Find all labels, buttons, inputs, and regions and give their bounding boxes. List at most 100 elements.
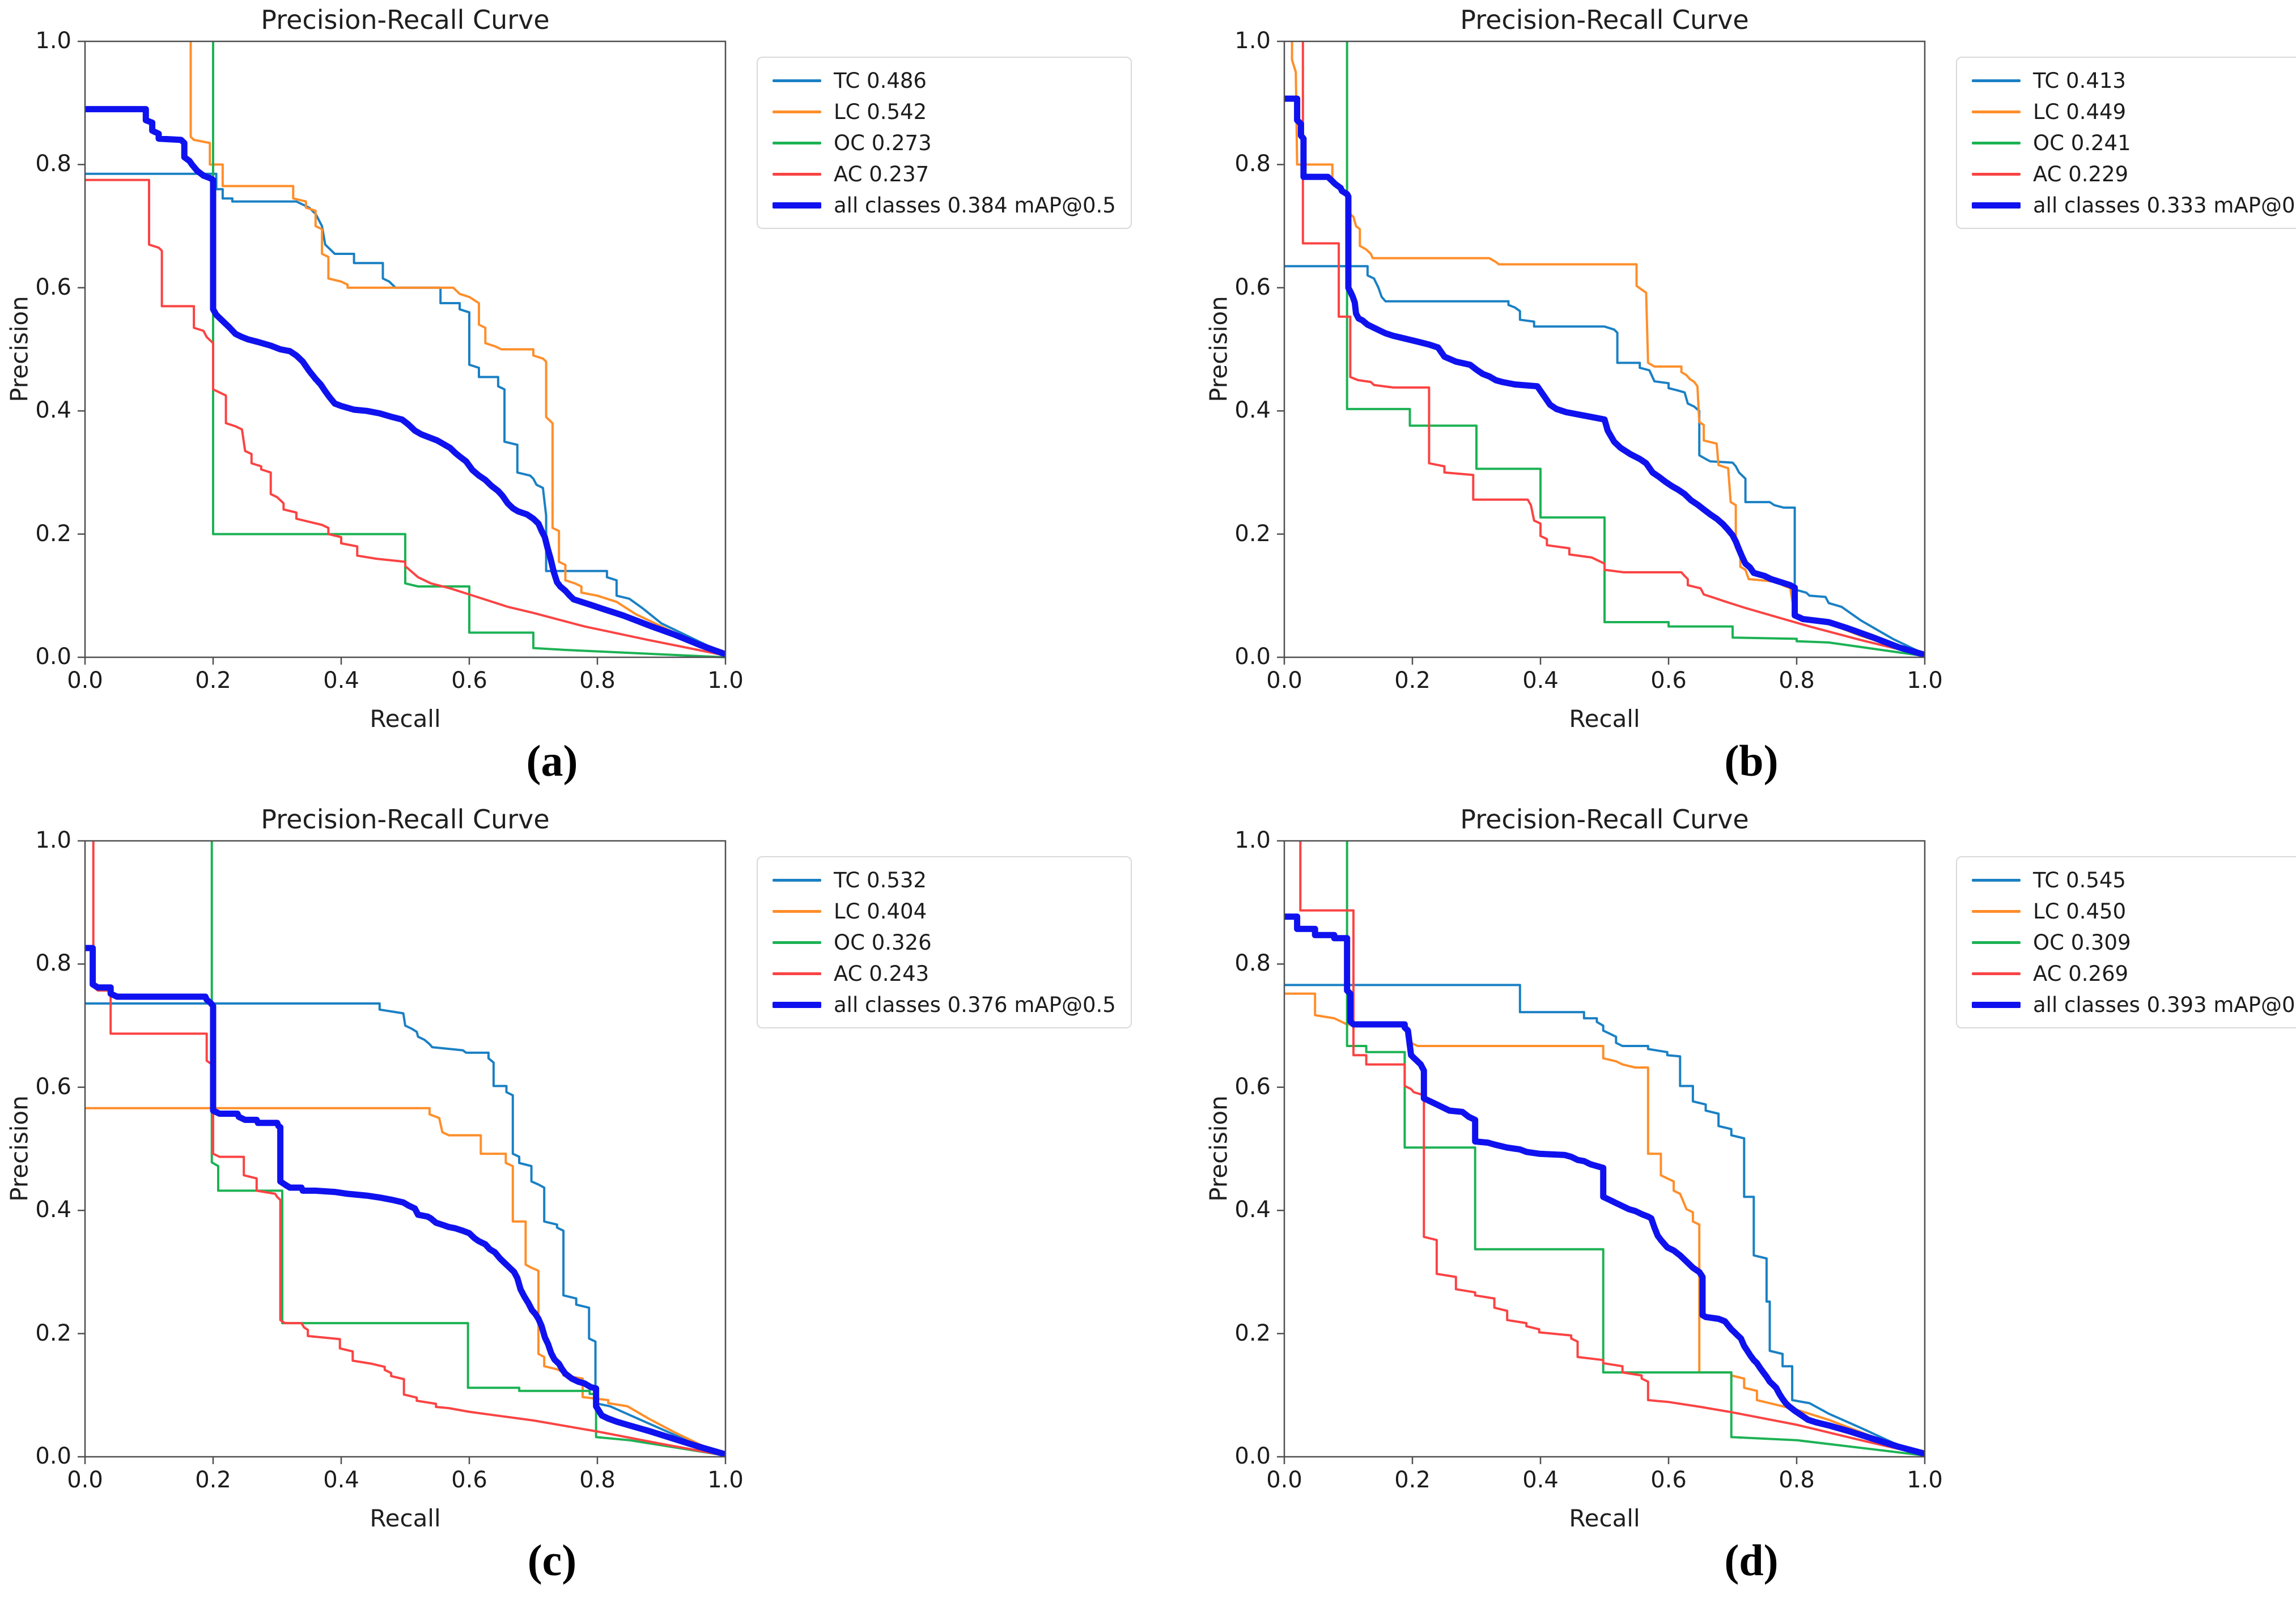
legend-label: all classes 0.333 mAP@0.5 <box>2033 193 2296 218</box>
x-tick-label: 0.2 <box>1394 1467 1431 1493</box>
legend-item: AC 0.237 <box>773 161 1116 186</box>
y-tick-label: 0.2 <box>35 520 71 547</box>
y-tick-label: 0.0 <box>35 1443 71 1469</box>
all-classes-line-swatch <box>773 1001 821 1008</box>
x-tick-label: 0.8 <box>579 1467 616 1493</box>
x-tick-label: 0.6 <box>1650 667 1687 694</box>
axes-frame <box>1283 40 1926 658</box>
x-tick-label: 0.0 <box>67 1467 103 1493</box>
legend-label: AC 0.243 <box>834 961 930 986</box>
legend-item: LC 0.542 <box>773 100 1116 124</box>
x-tick-label: 0.4 <box>323 667 359 694</box>
legend-label: AC 0.237 <box>834 161 930 186</box>
series-group <box>1284 841 1925 1457</box>
axes-area <box>1277 40 1926 665</box>
x-tick-label: 1.0 <box>1907 1467 1943 1493</box>
y-tick-label: 0.4 <box>1234 1197 1271 1223</box>
y-tick-label: 0.0 <box>1234 1443 1271 1469</box>
y-axis-label: Precision <box>1204 296 1233 402</box>
series-line-all-classes <box>1284 95 1925 658</box>
x-axis-label: Recall <box>370 705 441 733</box>
legend-item: TC 0.413 <box>1972 69 2296 93</box>
y-tick-label: 0.6 <box>35 1073 71 1100</box>
AC-line-swatch <box>1972 972 2021 975</box>
legend-item: AC 0.243 <box>773 961 1116 986</box>
AC-line-swatch <box>1972 172 2021 176</box>
chart-title: Precision-Recall Curve <box>261 5 550 35</box>
axes-frame <box>84 40 727 658</box>
legend: TC 0.532 LC 0.404 OC 0.326 AC 0.243 all clas… <box>757 856 1132 1028</box>
series-line-LC <box>1284 992 1925 1456</box>
subplot-c: Precision-Recall Curve Precision Recall … <box>0 799 1148 1599</box>
series-line-TC <box>1284 984 1925 1456</box>
series-line-OC <box>1346 841 1925 1457</box>
subplot-caption: (d) <box>1724 1536 1779 1585</box>
x-tick-label: 0.4 <box>1522 1467 1559 1493</box>
series-line-LC <box>189 41 726 656</box>
x-tick-label: 0.6 <box>451 667 487 694</box>
series-line-TC <box>85 1002 726 1456</box>
axes-frame <box>84 840 727 1458</box>
series-line-AC <box>85 178 726 657</box>
x-tick-label: 0.2 <box>1394 667 1431 694</box>
LC-line-swatch <box>1972 110 2021 113</box>
y-tick-label: 1.0 <box>1234 28 1271 54</box>
x-tick-label: 0.2 <box>195 1467 231 1493</box>
legend-label: OC 0.309 <box>2033 930 2131 955</box>
axes-area <box>78 40 727 665</box>
legend-item: TC 0.486 <box>773 68 1116 93</box>
AC-line-swatch <box>773 972 821 975</box>
series-group <box>85 841 726 1457</box>
y-tick-label: 0.2 <box>35 1320 71 1346</box>
x-tick-label: 0.6 <box>1650 1467 1687 1493</box>
legend: TC 0.413 LC 0.449 OC 0.241 AC 0.229 all clas… <box>1956 57 2296 229</box>
series-line-LC <box>1291 41 1925 657</box>
legend: TC 0.486 LC 0.542 OC 0.273 AC 0.237 all clas… <box>757 57 1132 229</box>
OC-line-swatch <box>1972 941 2021 944</box>
x-tick-label: 0.0 <box>1266 1467 1302 1493</box>
chart-title: Precision-Recall Curve <box>1460 804 1749 835</box>
y-tick-label: 0.4 <box>35 397 71 424</box>
legend-item: AC 0.229 <box>1972 161 2296 186</box>
legend-item: TC 0.545 <box>1972 868 2296 892</box>
legend-label: LC 0.449 <box>2033 99 2127 124</box>
y-tick-label: 0.2 <box>1234 1320 1271 1346</box>
OC-line-swatch <box>1972 141 2021 144</box>
x-tick-label: 1.0 <box>1907 667 1943 694</box>
y-tick-label: 1.0 <box>35 827 71 853</box>
TC-line-swatch <box>1972 79 2021 82</box>
x-tick-label: 0.0 <box>1266 667 1302 694</box>
x-axis-label: Recall <box>1569 705 1640 733</box>
legend-label: TC 0.486 <box>834 68 927 93</box>
OC-line-swatch <box>773 941 821 944</box>
axes-frame <box>1283 840 1926 1458</box>
LC-line-swatch <box>1972 909 2021 913</box>
legend-label: TC 0.532 <box>834 867 927 892</box>
legend-item: TC 0.532 <box>773 867 1116 892</box>
y-tick-label: 0.0 <box>1234 644 1271 670</box>
x-tick-label: 0.8 <box>1779 667 1815 694</box>
y-axis-label: Precision <box>5 296 33 402</box>
legend-label: AC 0.229 <box>2033 161 2129 186</box>
y-tick-label: 0.8 <box>1234 151 1271 177</box>
legend-label: OC 0.273 <box>834 130 932 155</box>
series-line-all-classes <box>85 945 726 1457</box>
axes-area <box>1277 840 1926 1464</box>
legend-label: all classes 0.376 mAP@0.5 <box>834 992 1116 1017</box>
y-tick-label: 0.6 <box>35 274 71 300</box>
x-tick-label: 0.4 <box>323 1467 359 1493</box>
legend-label: OC 0.326 <box>834 930 932 955</box>
series-line-OC <box>210 841 726 1457</box>
series-line-AC <box>1299 841 1925 1456</box>
subplot-a: Precision-Recall Curve Precision Recall … <box>0 0 1148 799</box>
y-tick-label: 0.6 <box>1234 1073 1271 1100</box>
legend-item: all classes 0.376 mAP@0.5 <box>773 992 1116 1017</box>
subplot-caption: (c) <box>527 1536 577 1585</box>
series-line-AC <box>1301 41 1925 657</box>
LC-line-swatch <box>773 909 821 913</box>
x-tick-label: 1.0 <box>707 1467 744 1493</box>
legend-item: OC 0.326 <box>773 930 1116 955</box>
y-axis-label: Precision <box>5 1095 33 1202</box>
y-tick-label: 0.4 <box>35 1197 71 1223</box>
